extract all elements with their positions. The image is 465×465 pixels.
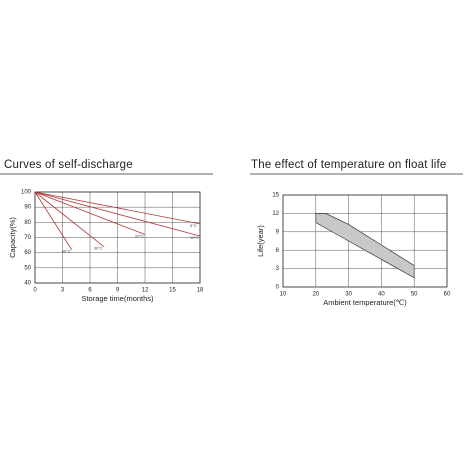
y-tick-label: 3: [276, 266, 280, 272]
x-tick-label: 3: [61, 288, 65, 294]
x-axis-label: Ambient temperature(℃): [323, 298, 407, 307]
series-line: [34, 191, 201, 237]
chart-title: Curves of self-discharge: [4, 159, 133, 171]
life-band: [315, 213, 415, 279]
y-tick-label: 12: [272, 211, 279, 217]
y-axis-label: Life(year): [256, 225, 265, 257]
y-tick-label: 6: [276, 248, 280, 254]
series-label: 40°C: [62, 249, 71, 254]
series-line: [34, 191, 201, 225]
x-tick-label: 18: [197, 288, 204, 294]
y-tick-label: 60: [24, 250, 31, 256]
x-tick-label: 12: [142, 288, 149, 294]
series-line: [34, 191, 104, 247]
plot-frame: [282, 194, 448, 288]
x-tick-label: 9: [116, 288, 120, 294]
y-tick-label: 80: [24, 220, 31, 226]
x-tick-label: 15: [169, 288, 176, 294]
y-tick-label: 9: [276, 229, 280, 235]
y-axis-label: Capacity(%): [8, 217, 17, 258]
series-label: 20°C: [135, 234, 144, 239]
y-tick-label: 90: [24, 205, 31, 211]
y-tick-label: 100: [21, 190, 32, 196]
y-tick-label: 40: [24, 281, 31, 287]
series-label: 30°C: [94, 246, 103, 251]
y-tick-label: 15: [272, 193, 279, 199]
series-line: [34, 191, 73, 250]
x-tick-label: 60: [444, 292, 451, 298]
x-tick-label: 20: [312, 292, 319, 298]
x-tick-label: 10: [280, 292, 287, 298]
x-tick-label: 50: [411, 292, 418, 298]
series-line: [34, 191, 146, 235]
series-label: 5°C: [190, 223, 197, 228]
x-tick-label: 40: [378, 292, 385, 298]
y-tick-label: 70: [24, 235, 31, 241]
x-axis-label: Storage time(months): [81, 294, 154, 303]
plot-frame: [34, 191, 201, 284]
y-tick-label: 0: [276, 285, 280, 291]
series-label: 10°C: [190, 235, 199, 240]
y-tick-label: 50: [24, 265, 31, 271]
x-tick-label: 0: [33, 288, 37, 294]
chart-title: The effect of temperature on float life: [251, 159, 447, 171]
x-tick-label: 30: [345, 292, 352, 298]
x-tick-label: 6: [88, 288, 92, 294]
